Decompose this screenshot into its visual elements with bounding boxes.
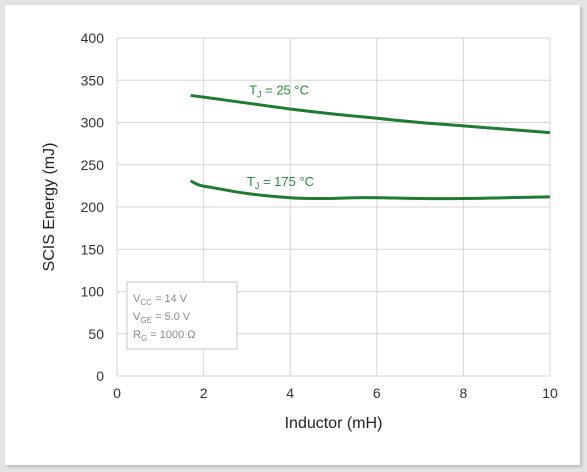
x-tick-label-2: 4 [286,385,294,401]
x-tick-labels: 0 2 4 6 8 10 [113,385,558,401]
y-tick-label-6: 300 [81,115,105,131]
chart-card: 0 2 4 6 8 10 0 50 100 150 200 250 300 350 400 TJ = 25… [5,5,580,465]
y-tick-label-0: 0 [96,368,104,384]
condition-line-0: VCC = 14 V [133,293,188,307]
y-tick-label-1: 50 [88,326,104,342]
series-line-0 [190,93,551,135]
y-axis-title: SCIS Energy (mJ) [41,143,58,272]
series-lines [189,93,551,201]
y-tick-label-8: 400 [81,30,105,46]
series-line-1 [189,179,551,201]
grid [116,37,551,377]
conditions-frame [126,281,238,350]
x-tick-label-4: 8 [460,385,468,401]
y-tick-label-5: 250 [81,157,105,173]
series-label-0: TJ = 25 °C [249,83,309,100]
y-tick-label-3: 150 [81,241,105,257]
condition-line-2: RG = 1000 Ω [133,329,195,343]
series-label-1: TJ = 175 °C [247,174,314,191]
x-tick-label-1: 2 [200,385,208,401]
y-tick-label-4: 200 [81,199,105,215]
x-axis-title: Inductor (mH) [285,415,383,432]
y-tick-label-7: 350 [81,72,105,88]
energy-vs-inductor-chart: 0 2 4 6 8 10 0 50 100 150 200 250 300 350 400 TJ = 25… [41,30,558,432]
y-tick-labels: 0 50 100 150 200 250 300 350 400 [81,30,105,384]
y-tick-label-2: 100 [81,284,105,300]
condition-line-1: VGE = 5.0 V [133,311,191,325]
x-tick-label-0: 0 [113,385,121,401]
x-tick-label-5: 10 [542,385,558,401]
test-conditions-box: VCC = 14 V VGE = 5.0 V RG = 1000 Ω [126,281,238,350]
series-labels: TJ = 25 °C TJ = 175 °C [247,83,314,191]
x-tick-label-3: 6 [373,385,381,401]
